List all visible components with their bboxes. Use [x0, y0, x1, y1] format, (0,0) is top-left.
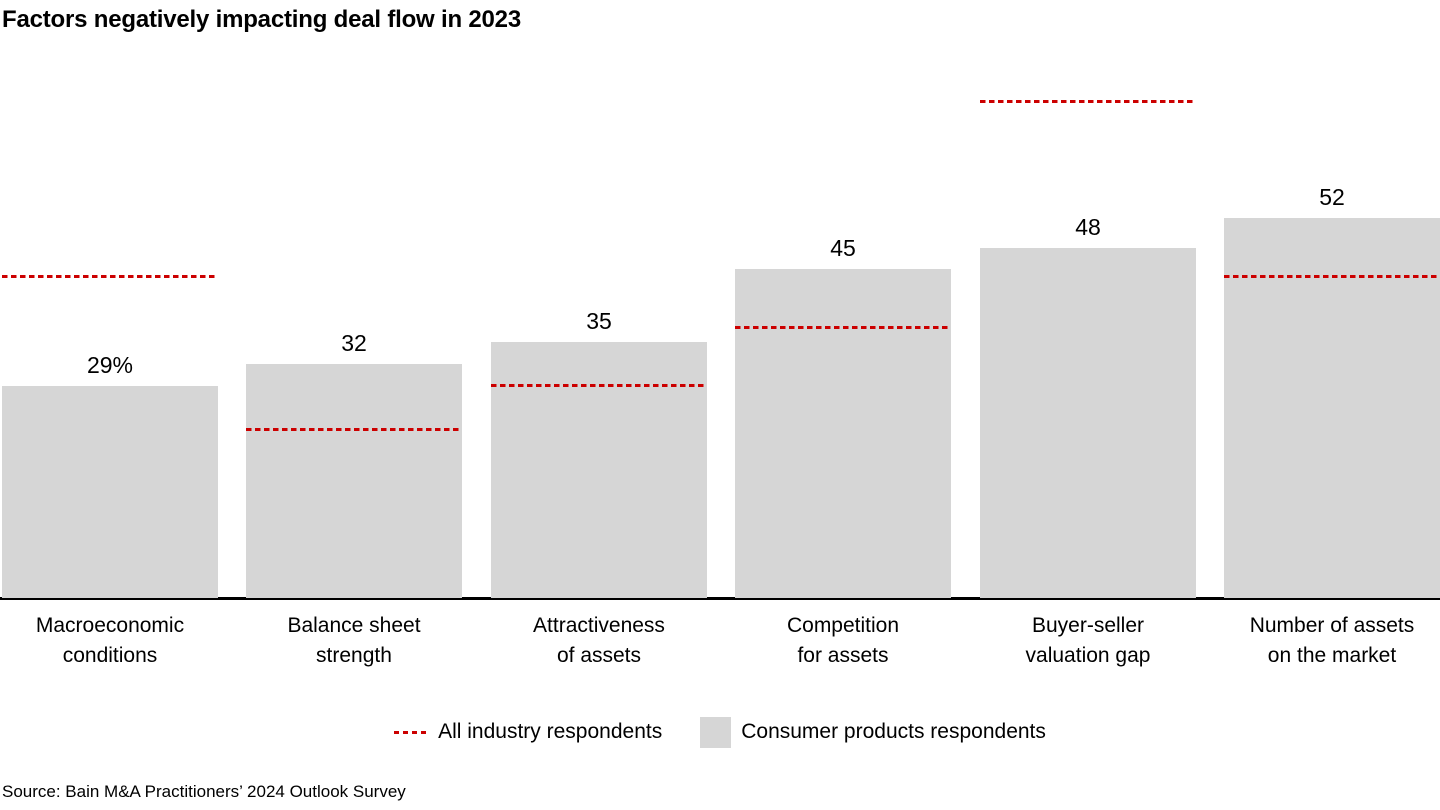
- bar-value-label: 52: [1319, 184, 1345, 210]
- x-axis-line: [0, 597, 1440, 600]
- bar-consumer-products: [246, 364, 462, 598]
- bar-value-label: 29%: [86, 352, 134, 378]
- bar-swatch-icon: [700, 716, 732, 748]
- category-label: Buyer-seller valuation gap: [1025, 614, 1151, 667]
- legend-item-consumer-products: Consumer products respondents: [700, 716, 1046, 748]
- category-label: Competition for assets: [786, 614, 900, 667]
- source-note: Source: Bain M&A Practitioners’ 2024 Out…: [2, 782, 406, 801]
- bar-value-label: 35: [586, 308, 612, 334]
- legend-label-consumer-products: Consumer products respondents: [741, 720, 1046, 743]
- category-label: Number of assets on the market: [1249, 614, 1415, 667]
- chart-title: Factors negatively impacting deal flow i…: [2, 6, 521, 33]
- bar-consumer-products: [1224, 218, 1440, 598]
- legend: All industry respondents Consumer produc…: [0, 712, 1440, 752]
- bar-consumer-products: [2, 386, 218, 598]
- all-industry-dashed-line: [735, 326, 951, 329]
- bar-value-label: 32: [341, 330, 367, 356]
- bar-value-label: 48: [1075, 214, 1101, 240]
- legend-label-all-industry: All industry respondents: [438, 720, 663, 743]
- all-industry-dashed-line: [246, 428, 462, 431]
- all-industry-dashed-line: [1224, 275, 1440, 278]
- bar-consumer-products: [491, 342, 707, 598]
- all-industry-dashed-line: [491, 384, 707, 387]
- all-industry-dashed-line: [2, 275, 218, 278]
- category-label: Attractiveness of assets: [533, 614, 665, 667]
- dashed-line-swatch-icon: [394, 730, 429, 734]
- bar-consumer-products: [735, 269, 951, 598]
- all-industry-dashed-line: [980, 100, 1196, 103]
- bar-consumer-products: [980, 248, 1196, 598]
- category-label: Macroeconomic conditions: [35, 614, 185, 667]
- legend-item-all-industry: All industry respondents: [394, 720, 662, 744]
- category-label: Balance sheet strength: [287, 614, 421, 667]
- bar-value-label: 45: [830, 235, 856, 261]
